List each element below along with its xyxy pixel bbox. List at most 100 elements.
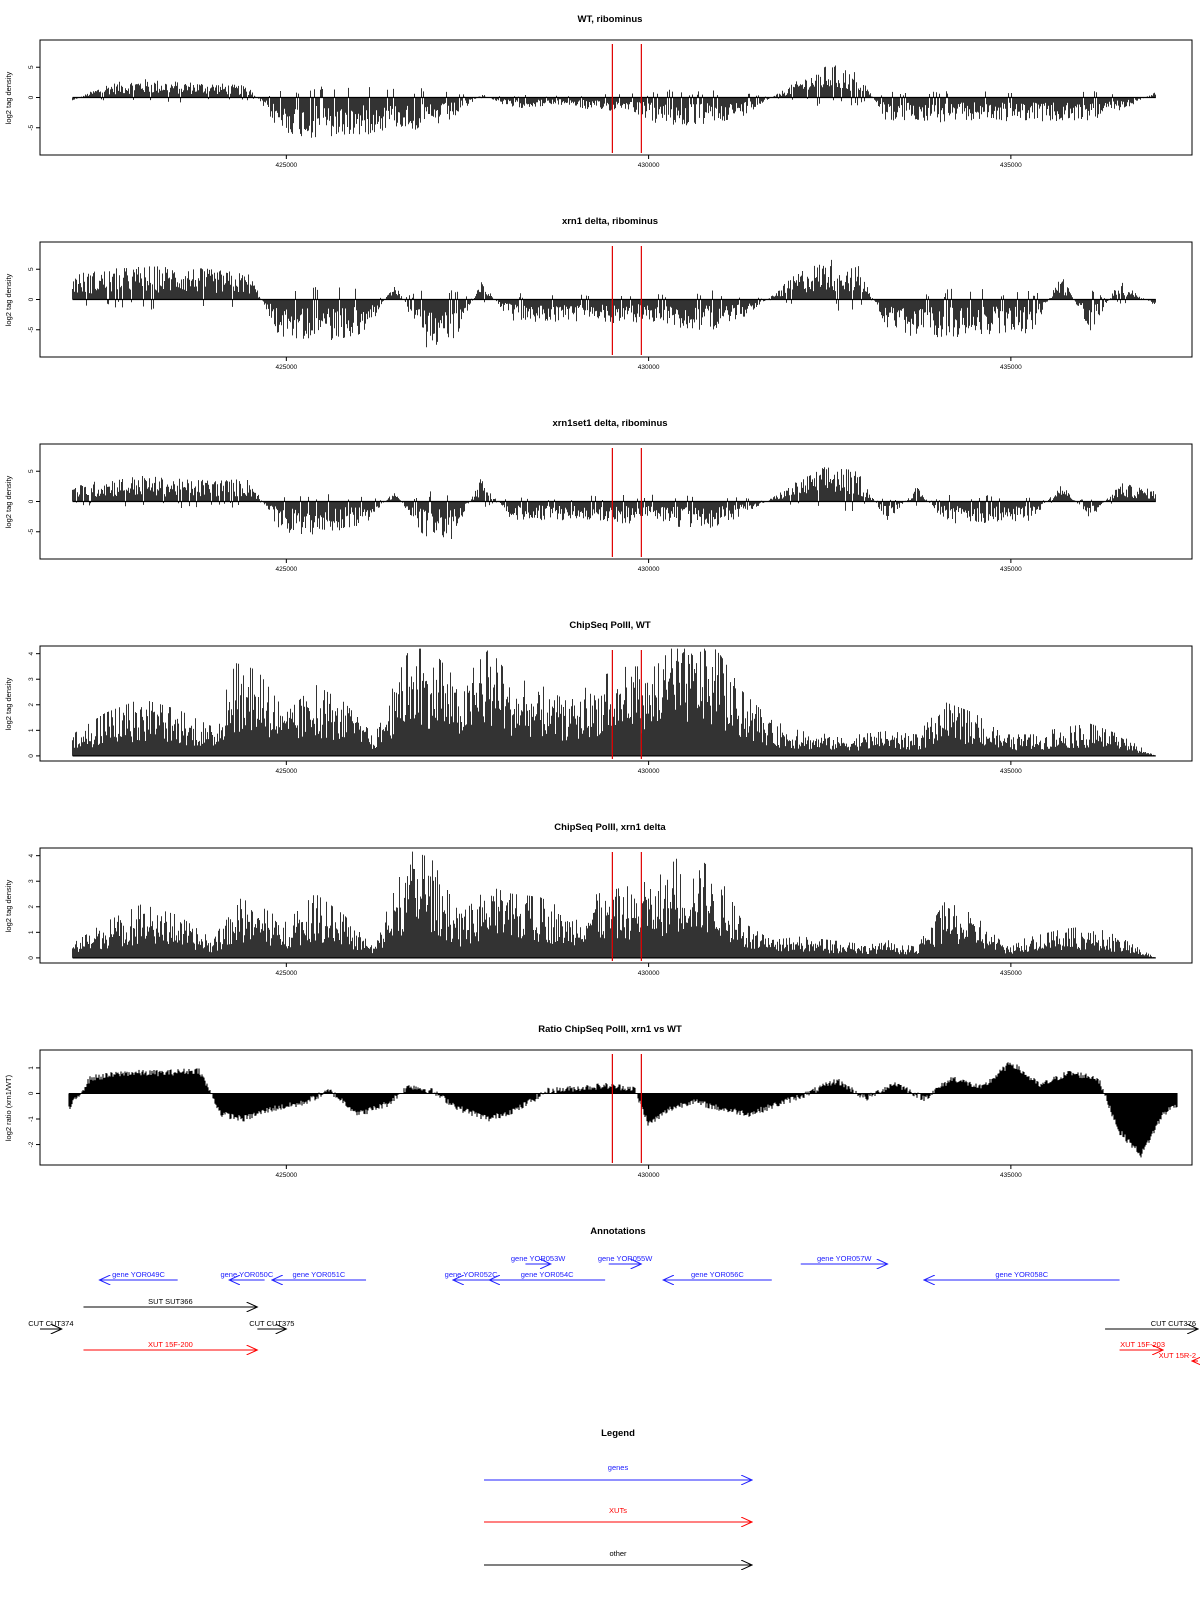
panel-title: xrn1set1 delta, ribominus (552, 418, 667, 429)
plot-area: 0 1 2 3 4 425000 430000 435000 (28, 648, 1156, 775)
y-tick-label: 0 (28, 297, 35, 301)
plot-area: -5 0 5 425000 430000 435000 (28, 246, 1156, 371)
annotation-feature: gene YOR049C (99, 1270, 178, 1280)
y-tick-label: 5 (28, 65, 35, 69)
x-tick-label: 430000 (638, 162, 660, 169)
y-tick-label: 4 (28, 853, 35, 857)
annotation-label: gene YOR058C (995, 1270, 1048, 1279)
annotation-label: gene YOR056C (691, 1270, 744, 1279)
data-bars (72, 648, 1156, 757)
x-tick-label: 430000 (638, 970, 660, 977)
y-tick-label: -5 (28, 528, 35, 534)
annotation-label: gene YOR053W (511, 1254, 566, 1263)
annotation-label: XUT 15F-203 (1120, 1340, 1165, 1349)
y-axis: 0 1 2 3 4 (28, 853, 40, 960)
y-tick-label: 4 (28, 651, 35, 655)
annotation-feature: gene YOR051C (272, 1270, 367, 1280)
x-tick-label: 435000 (1000, 566, 1022, 573)
x-tick-label: 425000 (275, 970, 297, 977)
annotation-label: XUT 15F-200 (148, 1340, 193, 1349)
panel-xrn1set1-ribominus: xrn1set1 delta, ribominus log2 tag densi… (4, 418, 1193, 560)
annotation-feature: CUT CUT374 (28, 1319, 74, 1329)
y-axis: -5 0 5 (28, 65, 40, 131)
annotation-feature: XUT 15R-2 (1159, 1351, 1198, 1361)
annotation-feature: gene YOR056C (663, 1270, 772, 1280)
panel-ratio-chipseq: Ratio ChipSeq PolII, xrn1 vs WT log2 rat… (4, 1024, 1193, 1166)
annotation-feature: gene YOR058C (924, 1270, 1120, 1280)
panel-title: ChipSeq PolII, WT (569, 620, 650, 631)
panel-chipseq-xrn1: ChipSeq PolII, xrn1 delta log2 tag densi… (4, 822, 1193, 964)
annotation-label: gene YOR054C (521, 1270, 574, 1279)
annotation-feature: CUT CUT376 (1105, 1319, 1198, 1329)
annotation-label: gene YOR049C (112, 1270, 165, 1279)
legend: Legend genes XUTs other (484, 1428, 752, 1565)
y-axis: -5 0 5 (28, 469, 40, 535)
x-tick-label: 425000 (275, 566, 297, 573)
y-tick-label: 5 (28, 267, 35, 271)
annotation-feature: SUT SUT366 (83, 1297, 257, 1307)
legend-title: Legend (601, 1428, 635, 1439)
y-tick-label: 3 (28, 677, 35, 681)
y-tick-label: 0 (28, 754, 35, 758)
y-tick-label: 5 (28, 469, 35, 473)
data-bars (72, 259, 1156, 348)
annotation-feature: XUT 15F-200 (83, 1340, 257, 1350)
x-tick-label: 435000 (1000, 364, 1022, 371)
annotation-label: gene YOR055W (598, 1254, 653, 1263)
annotation-label: XUT 15R-2 (1159, 1351, 1196, 1360)
y-axis-label: log2 tag density (4, 677, 13, 730)
panel-title: WT, ribominus (578, 14, 643, 25)
x-tick-label: 425000 (275, 768, 297, 775)
x-axis: 425000 430000 435000 (275, 357, 1022, 371)
y-tick-label: 0 (28, 95, 35, 99)
panel-title: xrn1 delta, ribominus (562, 216, 658, 227)
plot-frame (39, 847, 1193, 964)
plot-frame (39, 1049, 1193, 1166)
annotation-label: SUT SUT366 (148, 1297, 192, 1306)
plot-area: -5 0 5 425000 430000 435000 (28, 448, 1156, 573)
y-tick-label: 2 (28, 905, 35, 909)
annotation-feature: gene YOR054C (489, 1270, 606, 1280)
annotation-feature: gene YOR052C (445, 1270, 498, 1280)
y-tick-label: 0 (28, 956, 35, 960)
annotation-feature: CUT CUT375 (249, 1319, 294, 1329)
y-axis-label: log2 tag density (4, 273, 13, 326)
x-tick-label: 425000 (275, 364, 297, 371)
y-axis-label: log2 tag density (4, 475, 13, 528)
plot-area: 0 1 2 3 4 425000 430000 435000 (28, 851, 1156, 977)
y-tick-label: -5 (28, 326, 35, 332)
annotations-panel: Annotations gene YOR049C gene YOR050C gene… (28, 1226, 1198, 1361)
annotations-title: Annotations (590, 1226, 645, 1237)
x-tick-label: 430000 (638, 768, 660, 775)
annotation-label: gene YOR052C (445, 1270, 498, 1279)
panel-xrn1-ribominus: xrn1 delta, ribominus log2 tag density (4, 216, 1193, 358)
annotation-label: CUT CUT374 (28, 1319, 73, 1328)
plot-frame (39, 645, 1193, 762)
x-axis: 425000 430000 435000 (275, 761, 1022, 775)
legend-item-genes-label: genes (608, 1463, 629, 1472)
y-axis-label: log2 ratio (xrn1/WT) (4, 1074, 13, 1141)
x-tick-label: 430000 (638, 364, 660, 371)
data-bars (72, 65, 1156, 138)
data-bars (72, 851, 1156, 959)
annotation-feature: gene YOR053W (511, 1254, 566, 1264)
plot-area: -5 0 5 425000 430000 435000 (28, 44, 1156, 169)
x-tick-label: 425000 (275, 162, 297, 169)
y-axis: 0 1 2 3 4 (28, 651, 40, 758)
y-tick-label: 1 (28, 930, 35, 934)
annotation-label: gene YOR051C (293, 1270, 346, 1279)
annotation-feature: gene YOR057W (800, 1254, 888, 1264)
y-axis-label: log2 tag density (4, 71, 13, 124)
y-tick-label: 3 (28, 879, 35, 883)
data-bars (72, 467, 1156, 539)
annotation-feature: gene YOR050C (220, 1270, 274, 1280)
x-tick-label: 435000 (1000, 970, 1022, 977)
annotation-feature: gene YOR055W (598, 1254, 653, 1264)
x-axis: 425000 430000 435000 (275, 963, 1022, 977)
panel-title: Ratio ChipSeq PolII, xrn1 vs WT (538, 1024, 682, 1035)
y-tick-label: 0 (28, 499, 35, 503)
annotation-label: gene YOR057W (817, 1254, 872, 1263)
x-tick-label: 435000 (1000, 162, 1022, 169)
y-tick-label: 2 (28, 703, 35, 707)
